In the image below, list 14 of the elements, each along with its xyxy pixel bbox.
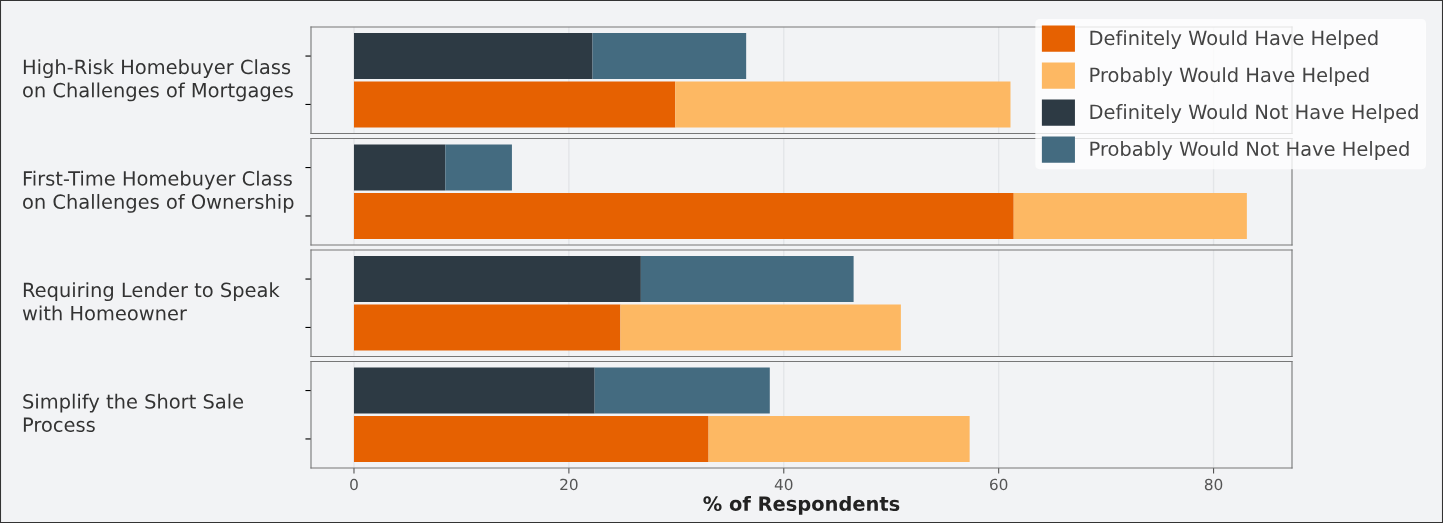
legend-label: Probably Would Not Have Helped — [1090, 141, 1409, 160]
text: Requiring Lender to Speak with Homeowner — [22, 282, 280, 321]
legend-label: Definitely Would Not Have Helped — [1090, 104, 1418, 123]
x-tick-label: 20 — [560, 478, 578, 491]
text: Simplify the Short Sale Process — [23, 393, 244, 433]
legend-label: Definitely Would Have Helped — [1090, 30, 1378, 50]
x-tick-label: 80 — [1204, 478, 1223, 491]
x-tick-label: 60 — [990, 478, 1008, 491]
x-tick-label: 40 — [774, 478, 793, 491]
text: High-Risk Homebuyer Class on Challenges of Mortgages — [23, 59, 293, 102]
x-tick-label: 0 — [350, 478, 358, 491]
text: First-Time Homebuyer Class on Challenges of Ownership — [23, 170, 294, 213]
legend-label: Probably Would Have Helped — [1090, 67, 1369, 86]
x-axis-title: % of Respondents — [703, 495, 900, 515]
